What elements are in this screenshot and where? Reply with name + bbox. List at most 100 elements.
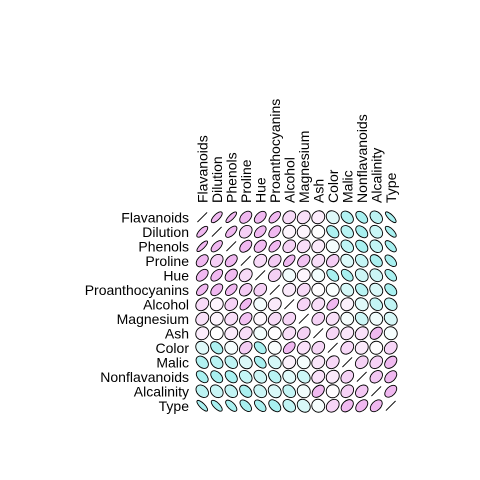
column-label-proanthocyanins: Proanthocyanins [267, 99, 283, 203]
cell-dilution-phenols [225, 225, 238, 238]
cell-dilution-ash [311, 224, 326, 239]
cell-hue-malic [340, 268, 354, 282]
cell-nonflavanoids-alcohol [282, 369, 297, 384]
cell-color-phenols [224, 340, 239, 355]
column-label-proline: Proline [238, 159, 254, 203]
cell-flavanoids-flavanoids [197, 212, 208, 223]
cell-magnesium-proanthocyanins [267, 311, 282, 326]
column-label-dilution: Dilution [209, 156, 225, 203]
cell-alcalinity-flavanoids [195, 384, 209, 398]
cell-ash-nonflavanoids [354, 326, 369, 341]
column-label-type: Type [383, 172, 399, 203]
cell-proanthocyanins-dilution [210, 283, 224, 297]
cell-phenols-type [384, 240, 397, 253]
cell-proanthocyanins-phenols [224, 283, 238, 297]
cell-proanthocyanins-proanthocyanins [269, 284, 280, 295]
cell-nonflavanoids-dilution [210, 370, 224, 384]
row-labels: FlavanoidsDilutionPhenolsProlineHueProan… [85, 209, 190, 414]
cell-dilution-type [384, 225, 397, 238]
cell-proanthocyanins-nonflavanoids [355, 283, 369, 297]
cell-alcohol-flavanoids [195, 297, 210, 312]
cell-flavanoids-malic [340, 210, 354, 224]
cell-ash-flavanoids [195, 326, 210, 341]
cell-proanthocyanins-flavanoids [196, 283, 209, 296]
cell-hue-flavanoids [195, 268, 209, 282]
row-label-nonflavanoids: Nonflavanoids [100, 369, 189, 385]
cell-proanthocyanins-hue [253, 282, 268, 297]
cell-malic-proanthocyanins [267, 355, 282, 370]
cell-color-magnesium [296, 340, 311, 355]
cell-flavanoids-proline [239, 210, 253, 224]
cell-magnesium-flavanoids [195, 311, 210, 326]
cell-type-alcohol [282, 399, 296, 413]
cell-magnesium-hue [253, 311, 268, 326]
cell-proline-proanthocyanins [268, 254, 282, 268]
cell-ash-ash [313, 328, 324, 339]
cell-dilution-nonflavanoids [355, 225, 369, 239]
cell-ash-hue [253, 326, 268, 341]
column-label-nonflavanoids: Nonflavanoids [354, 114, 370, 203]
cell-ash-alcalinity [369, 326, 383, 340]
cell-ash-alcohol [282, 326, 297, 341]
cell-type-flavanoids [196, 399, 209, 412]
cell-magnesium-alcalinity [369, 311, 384, 326]
row-label-dilution: Dilution [142, 224, 189, 240]
cell-phenols-color [325, 239, 340, 254]
cell-proanthocyanins-alcalinity [369, 282, 384, 297]
cell-alcalinity-alcohol [282, 384, 297, 399]
column-label-color: Color [325, 169, 341, 203]
cell-ash-proline [238, 326, 253, 341]
cell-proanthocyanins-ash [311, 282, 326, 297]
cell-malic-type [384, 355, 398, 369]
cell-hue-phenols [224, 268, 238, 282]
cell-alcohol-magnesium [296, 297, 311, 312]
ellipse-grid [195, 210, 398, 413]
cell-hue-proline [238, 268, 253, 283]
cell-alcalinity-nonflavanoids [355, 384, 369, 398]
cell-flavanoids-dilution [210, 211, 223, 224]
row-label-phenols: Phenols [138, 238, 189, 254]
column-label-ash: Ash [310, 179, 326, 203]
cell-nonflavanoids-proline [238, 369, 253, 384]
row-label-magnesium: Magnesium [117, 311, 189, 327]
cell-color-malic [340, 340, 355, 355]
cell-alcohol-ash [311, 297, 326, 312]
cell-phenols-alcohol [282, 239, 297, 254]
cell-nonflavanoids-color [325, 369, 340, 384]
cell-hue-type [384, 269, 397, 282]
cell-hue-nonflavanoids [354, 268, 369, 283]
cell-color-dilution [210, 341, 224, 355]
cell-alcalinity-type [384, 384, 398, 398]
cell-alcalinity-proline [239, 384, 253, 398]
cell-flavanoids-color [325, 210, 340, 225]
cell-phenols-ash [311, 239, 326, 254]
cell-alcohol-proanthocyanins [267, 297, 282, 312]
cell-malic-magnesium [296, 355, 311, 370]
cell-malic-alcohol [282, 355, 297, 370]
cell-dilution-malic [340, 225, 354, 239]
cell-flavanoids-alcohol [282, 210, 297, 225]
cell-alcalinity-color [325, 384, 340, 399]
cell-ash-proanthocyanins [267, 326, 282, 341]
row-label-color: Color [156, 340, 190, 356]
cell-phenols-dilution [210, 240, 223, 253]
cell-phenols-flavanoids [196, 240, 209, 253]
cell-dilution-alcohol [282, 224, 297, 239]
cell-flavanoids-type [384, 211, 397, 224]
cell-ash-dilution [209, 326, 224, 341]
cell-alcalinity-proanthocyanins [267, 384, 282, 399]
cell-magnesium-proline [239, 312, 253, 326]
cell-magnesium-dilution [209, 311, 224, 326]
cell-flavanoids-phenols [225, 211, 238, 224]
cell-nonflavanoids-malic [340, 369, 355, 384]
cell-proanthocyanins-alcohol [282, 282, 297, 297]
row-label-alcalinity: Alcalinity [134, 383, 189, 399]
cell-color-color [327, 342, 338, 353]
cell-color-type [383, 340, 398, 355]
cell-alcohol-color [326, 297, 340, 311]
cell-hue-proanthocyanins [267, 268, 282, 283]
cell-type-proanthocyanins [268, 399, 282, 413]
cell-color-nonflavanoids [354, 340, 369, 355]
cell-type-nonflavanoids [355, 399, 369, 413]
cell-dilution-hue [253, 225, 267, 239]
